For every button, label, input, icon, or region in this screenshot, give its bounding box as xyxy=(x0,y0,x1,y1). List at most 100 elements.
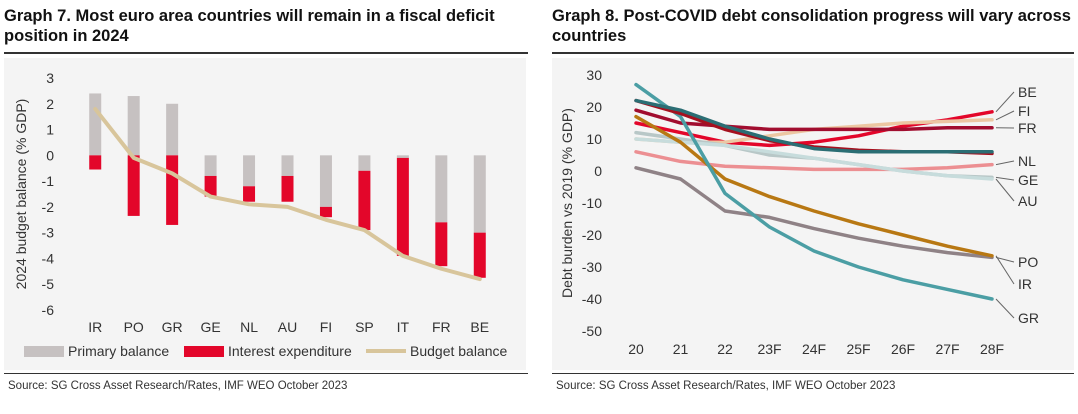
series-end-label: GE xyxy=(1018,172,1038,188)
primary-balance-bar xyxy=(435,155,448,223)
x-tick-label: FI xyxy=(320,319,332,335)
interest-expenditure-bar xyxy=(243,186,256,202)
graph7-chart: 3 2 1 0 -1 -2 -3 -4 -5 -6 2024 budget balance (% G… xyxy=(13,70,508,359)
x-tick-label: FR xyxy=(432,319,451,335)
interest-expenditure-bar xyxy=(319,206,332,218)
graph8-panel: Graph 8. Post-COVID debt consolidation p… xyxy=(548,0,1078,414)
y-tick-label: 2 xyxy=(46,96,54,112)
budget-balance-line xyxy=(93,106,482,282)
x-tick-label: AU xyxy=(278,319,297,335)
series-label-leader xyxy=(995,256,1015,263)
x-tick-label: 21 xyxy=(673,341,689,357)
series-line xyxy=(634,98,994,154)
graph7-source: Source: SG Cross Asset Research/Rates, I… xyxy=(8,380,348,392)
x-tick-label: 20 xyxy=(628,341,644,357)
x-tick-label: 25F xyxy=(846,341,870,357)
series-end-label: AU xyxy=(1018,193,1037,209)
y-tick-label: 20 xyxy=(586,99,602,115)
legend-label-budget-balance: Budget balance xyxy=(410,343,508,359)
legend-label-interest-expenditure: Interest expenditure xyxy=(228,343,352,359)
series-end-label: PO xyxy=(1018,254,1038,270)
y-tick-label: -30 xyxy=(582,259,602,275)
primary-balance-bar xyxy=(166,103,179,156)
x-tick-label: PO xyxy=(124,319,144,335)
primary-balance-bar xyxy=(319,155,332,207)
y-tick-label: -50 xyxy=(582,323,602,339)
x-tick-label: NL xyxy=(240,319,258,335)
x-tick-label: SP xyxy=(355,319,374,335)
x-tick-label: IT xyxy=(397,319,410,335)
interest-expenditure-bar xyxy=(166,155,179,225)
series-label-leader xyxy=(995,176,1015,181)
graph7-panel: Graph 7. Most euro area countries will r… xyxy=(0,0,532,414)
series-end-label: GR xyxy=(1018,310,1039,326)
primary-balance-bar xyxy=(281,155,294,176)
series-label-leader xyxy=(995,298,1015,319)
interest-expenditure-bar xyxy=(358,170,371,231)
legend-swatch-interest-expenditure xyxy=(184,346,224,357)
y-tick-label: -20 xyxy=(582,227,602,243)
primary-balance-bar xyxy=(396,155,409,158)
graph8-source: Source: SG Cross Asset Research/Rates, I… xyxy=(556,380,896,392)
y-tick-label: -6 xyxy=(42,302,55,318)
x-tick-label: 22 xyxy=(717,341,733,357)
series-label-leader xyxy=(995,110,1015,121)
y-tick-label: -1 xyxy=(42,173,55,189)
y-tick-label: -3 xyxy=(42,225,55,241)
primary-balance-bar xyxy=(204,155,217,176)
series-line-au xyxy=(634,137,994,181)
x-tick-label: 24F xyxy=(802,341,826,357)
y-tick-label: 0 xyxy=(594,163,602,179)
y-tick-label: -40 xyxy=(582,291,602,307)
graph8-title-rule xyxy=(552,52,1074,54)
y-tick-label: 0 xyxy=(46,147,54,163)
series-line-gr xyxy=(634,82,994,301)
x-tick-label: 23F xyxy=(757,341,781,357)
x-tick-label: 28F xyxy=(980,341,1004,357)
x-tick-label: BE xyxy=(470,319,489,335)
primary-balance-bar xyxy=(473,155,486,233)
graph8-chart: 30 20 10 0 -10 -20 -30 -40 -50 Debt burden vs 201… xyxy=(559,67,1039,357)
x-tick-label: GE xyxy=(200,319,220,335)
legend-swatch-primary-balance xyxy=(24,346,64,357)
x-tick-label: IR xyxy=(88,319,102,335)
series-label-leader xyxy=(995,160,1015,166)
legend-label-primary-balance: Primary balance xyxy=(68,343,169,359)
series-line-nl xyxy=(634,150,994,172)
y-axis-label: Debt burden vs 2019 (% GDP) xyxy=(559,108,575,298)
y-tick-label: 30 xyxy=(586,67,602,83)
primary-balance-bar xyxy=(243,155,256,187)
y-tick-label: -5 xyxy=(42,276,55,292)
primary-balance-bar xyxy=(89,93,102,156)
y-tick-label: -10 xyxy=(582,195,602,211)
graph7-source-rule xyxy=(4,373,528,374)
x-tick-label: 26F xyxy=(891,341,915,357)
x-tick-label: 27F xyxy=(935,341,959,357)
interest-expenditure-bar xyxy=(204,175,217,197)
series-end-label: FI xyxy=(1018,103,1030,119)
graph7-title: Graph 7. Most euro area countries will r… xyxy=(4,7,495,45)
primary-balance-bar xyxy=(127,96,140,156)
y-tick-label: -4 xyxy=(42,250,55,266)
y-tick-label: 1 xyxy=(46,122,54,138)
series-line-ir xyxy=(634,114,994,258)
graph8-title: Graph 8. Post-COVID debt consolidation p… xyxy=(552,7,1071,45)
graph7-title-rule xyxy=(4,52,528,54)
series-line-fr xyxy=(634,108,994,132)
interest-expenditure-bar xyxy=(127,155,140,216)
series-end-label: NL xyxy=(1018,153,1036,169)
primary-balance-bar xyxy=(358,155,371,171)
y-tick-label: -2 xyxy=(42,199,55,215)
series-end-label: BE xyxy=(1018,84,1037,100)
series-label-leader xyxy=(995,255,1015,285)
y-tick-label: 10 xyxy=(586,131,602,147)
series-end-label: IR xyxy=(1018,276,1032,292)
interest-expenditure-bar xyxy=(473,232,486,278)
series-line-po xyxy=(634,166,994,260)
interest-expenditure-bar xyxy=(89,155,102,170)
series-label-leader xyxy=(995,178,1015,202)
interest-expenditure-bar xyxy=(281,175,294,202)
graph8-source-rule xyxy=(552,373,1074,374)
interest-expenditure-bar xyxy=(435,222,448,267)
graph7-chart-frame: 3 2 1 0 -1 -2 -3 -4 -5 -6 2024 budget balance (% G… xyxy=(4,58,526,370)
